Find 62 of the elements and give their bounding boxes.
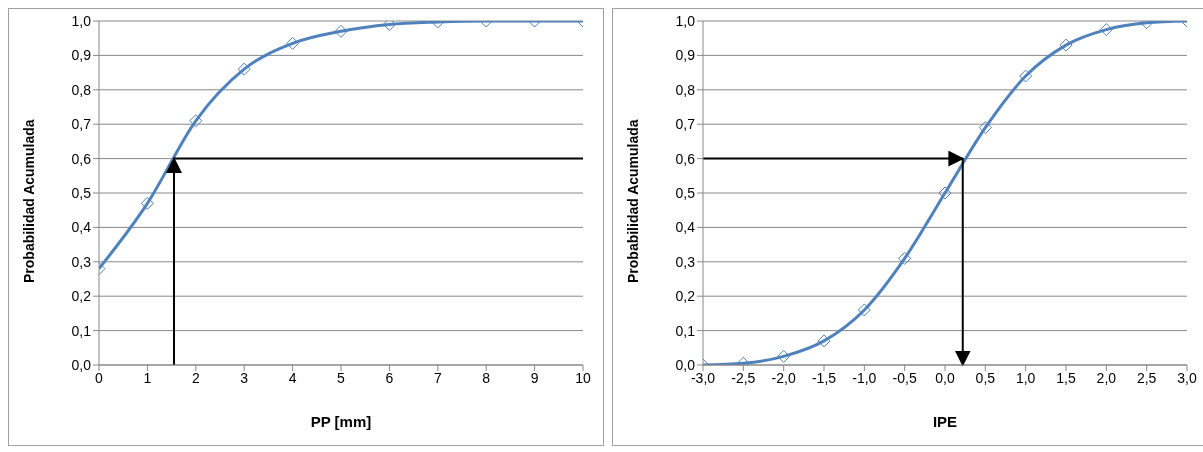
point	[189, 114, 203, 128]
point	[1059, 38, 1073, 52]
y-tick-label: 1,0	[675, 12, 696, 29]
point	[1019, 69, 1033, 83]
x-tick-label: 5	[337, 369, 346, 386]
x-tick-label: 3	[240, 369, 249, 386]
point	[777, 349, 791, 363]
x-tick-label: -2,5	[731, 369, 756, 386]
x-tick-label: 6	[385, 369, 394, 386]
y-tick-label: 0,1	[71, 322, 92, 339]
x-tick-label: 1,0	[1015, 369, 1036, 386]
y-tick-label: 0,9	[71, 47, 92, 64]
y-tick-label: 0,9	[675, 47, 696, 64]
point	[857, 303, 871, 317]
x-tick-label: 2,0	[1096, 369, 1117, 386]
x-tick-label: -2,0	[771, 369, 796, 386]
x-axis-title: PP [mm]	[310, 413, 372, 430]
y-tick-label: 0,4	[71, 219, 92, 236]
point	[817, 334, 831, 348]
y-tick-label: 0,4	[675, 219, 696, 236]
x-tick-label: 8	[482, 369, 491, 386]
y-tick-label: 0,0	[71, 356, 92, 373]
x-axis-title: IPE	[932, 413, 958, 430]
x-tick-label: 10	[575, 369, 591, 386]
point	[382, 21, 396, 31]
y-tick-label: 0,3	[71, 253, 92, 270]
point	[1099, 23, 1113, 37]
y-tick-label: 0,7	[675, 116, 696, 133]
y-tick-label: 0,2	[71, 288, 92, 305]
y-tick-label: 0,6	[675, 150, 696, 167]
y-tick-label: 0,5	[675, 184, 696, 201]
x-tick-label: 0,0	[935, 369, 955, 386]
y-tick-label: 0,3	[675, 253, 696, 270]
x-tick-label: -0,5	[892, 369, 917, 386]
point	[978, 121, 992, 135]
point	[140, 196, 154, 210]
x-tick-label: 0	[95, 369, 104, 386]
y-axis-title: Probabilidad Acumulada	[624, 119, 641, 283]
point	[334, 24, 348, 38]
x-tick-label: -1,0	[852, 369, 877, 386]
x-tick-label: 1	[143, 369, 152, 386]
y-axis-title: Probabilidad Acumulada	[20, 119, 37, 283]
y-tick-label: 0,7	[71, 116, 92, 133]
x-tick-label: 9	[530, 369, 539, 386]
x-tick-label: 2,5	[1136, 369, 1157, 386]
point	[286, 36, 300, 50]
x-tick-label: 3,0	[1177, 369, 1197, 386]
y-tick-label: 0,1	[675, 322, 696, 339]
y-tick-label: 0,8	[675, 81, 696, 98]
x-tick-label: 7	[433, 369, 442, 386]
point	[898, 251, 912, 265]
x-tick-label: 2	[191, 369, 200, 386]
x-tick-label: 1,5	[1056, 369, 1076, 386]
point	[237, 62, 251, 76]
y-tick-label: 0,5	[71, 184, 92, 201]
x-tick-label: 4	[288, 369, 297, 386]
x-tick-label: 0,5	[975, 369, 996, 386]
y-tick-label: 0,2	[675, 288, 696, 305]
y-tick-label: 0,8	[71, 81, 92, 98]
x-tick-label: -1,5	[811, 369, 837, 386]
y-tick-label: 0,6	[71, 150, 92, 167]
y-tick-label: 1,0	[71, 12, 92, 29]
